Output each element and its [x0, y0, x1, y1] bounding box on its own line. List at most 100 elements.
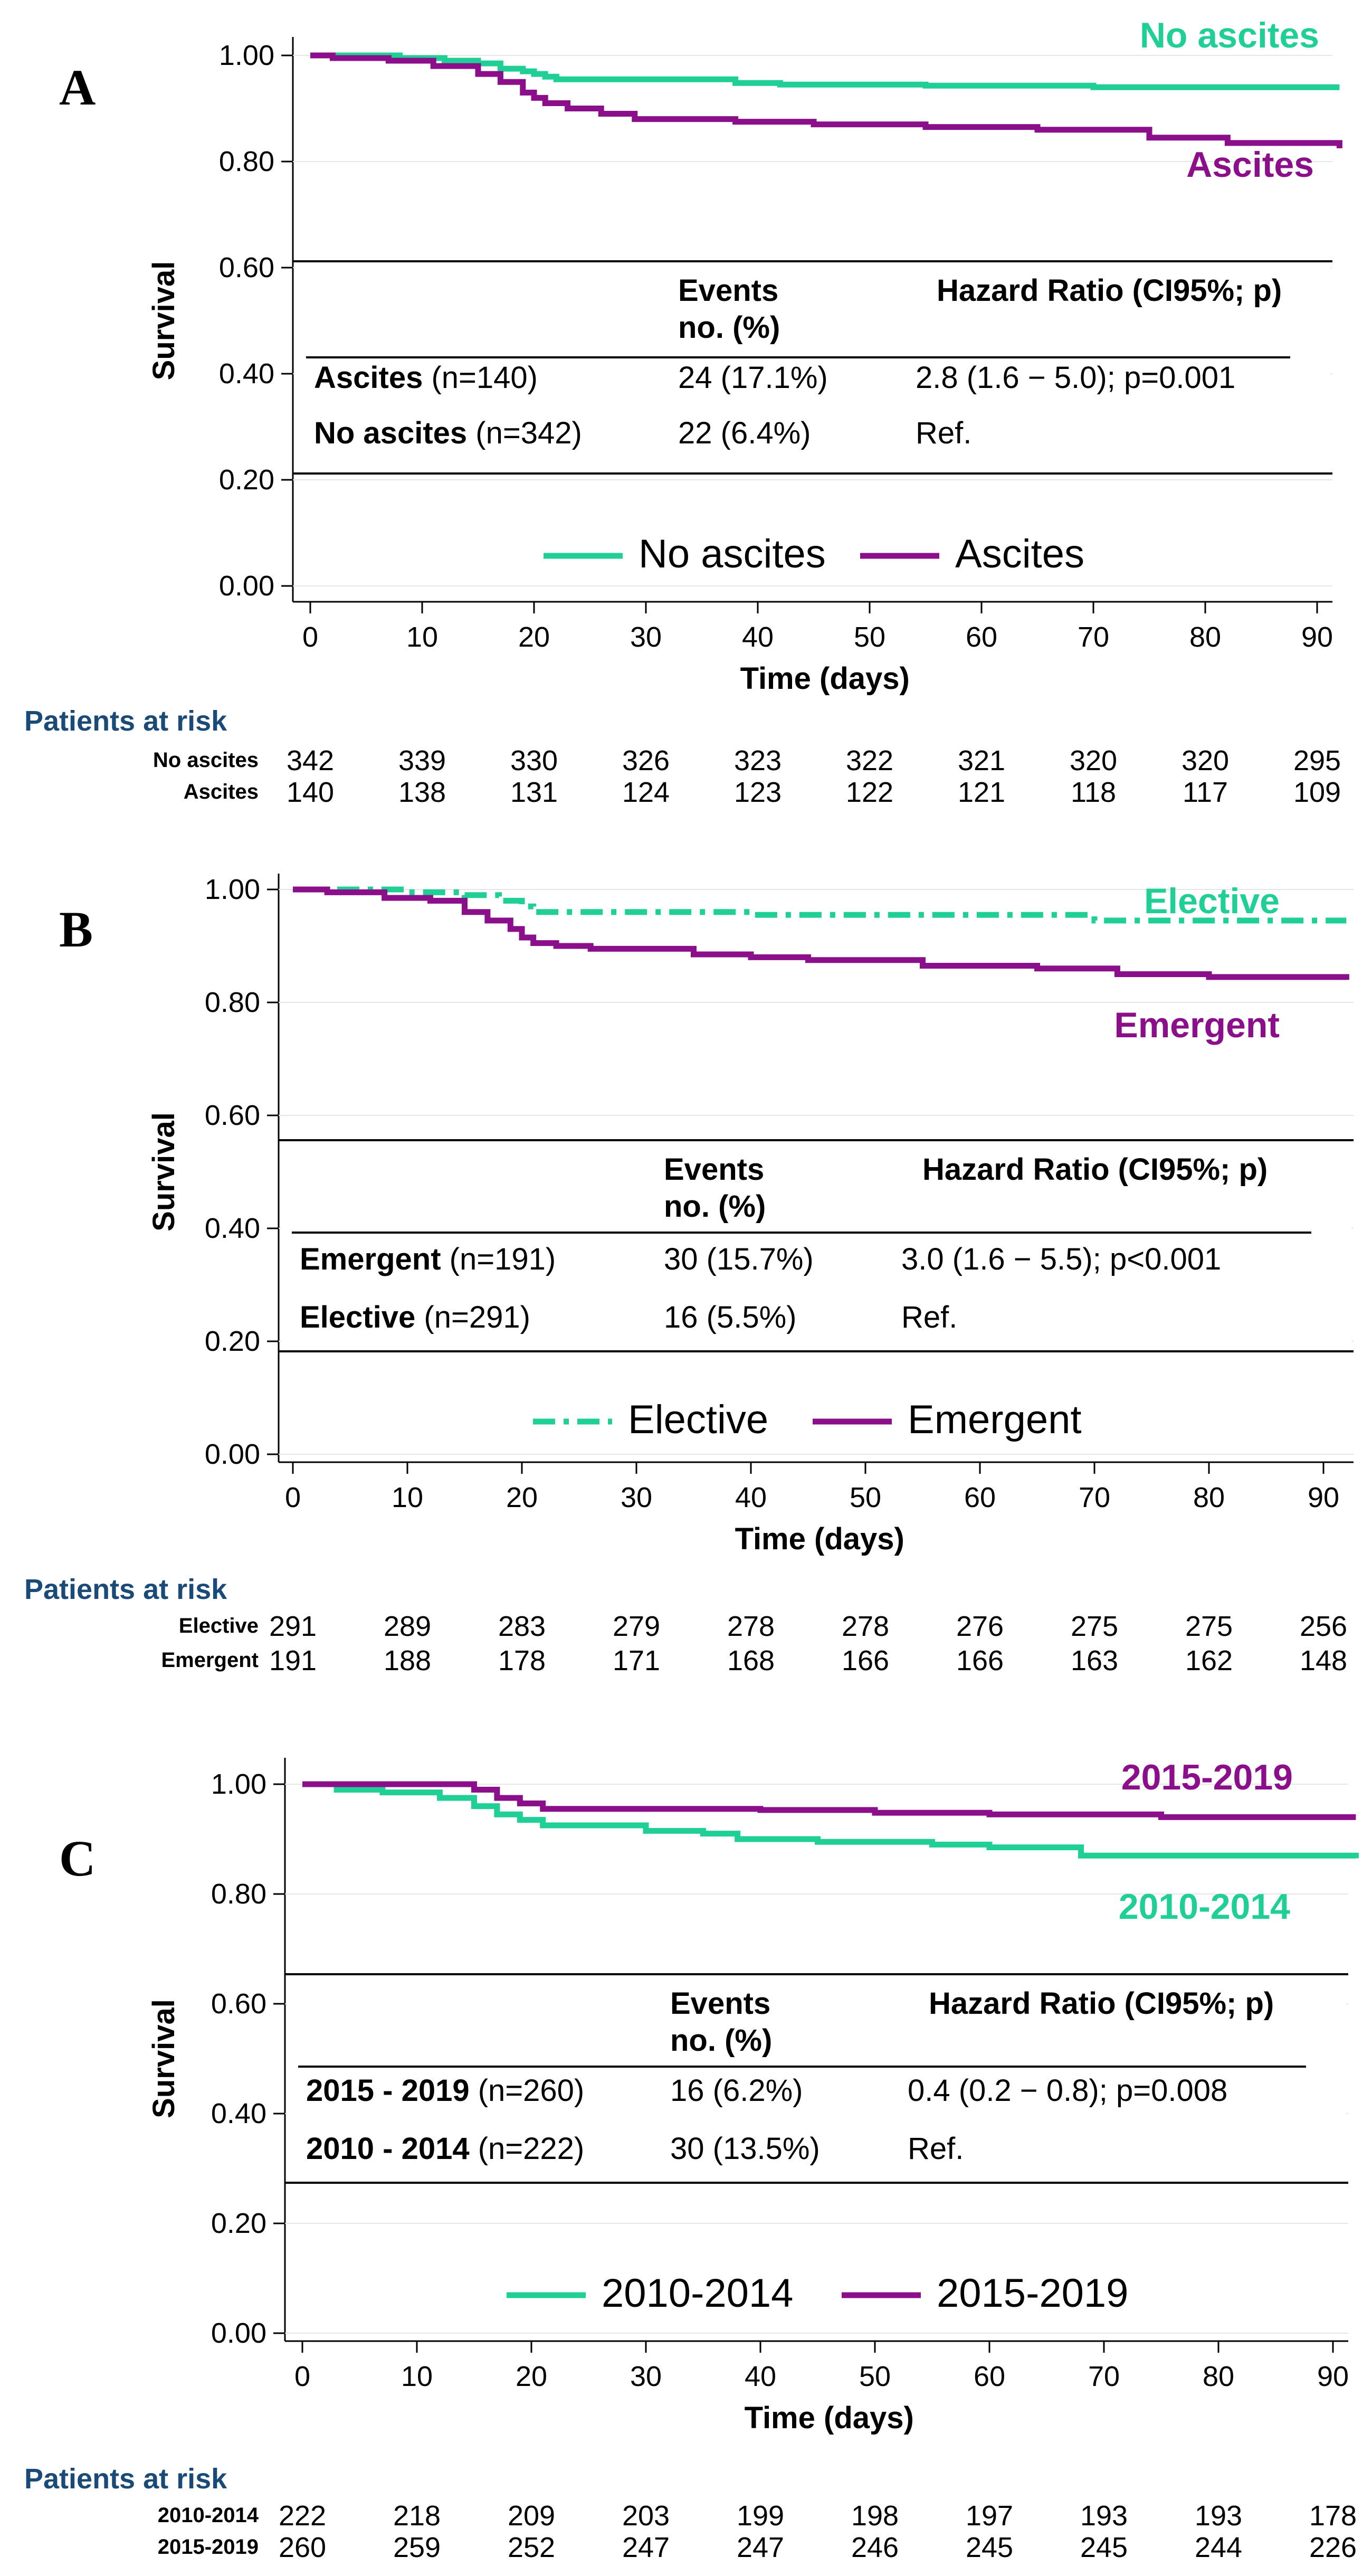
- x-tick-label: 90: [1317, 2361, 1349, 2392]
- table-header-events-unit: no. (%): [678, 310, 780, 345]
- risk-count: 218: [393, 2500, 441, 2532]
- risk-count: 322: [845, 745, 894, 776]
- table-row-group-n: (n=222): [470, 2132, 585, 2166]
- y-tick-label: 0.00: [219, 570, 274, 602]
- x-tick-label: 0: [285, 1482, 301, 1513]
- risk-count: 191: [269, 1645, 317, 1677]
- risk-count: 342: [286, 745, 335, 776]
- legend-label: Emergent: [908, 1397, 1082, 1442]
- risk-count: 279: [612, 1611, 661, 1642]
- risk-count: 278: [841, 1611, 890, 1642]
- risk-count: 168: [727, 1645, 775, 1677]
- x-tick-label: 30: [621, 1482, 652, 1513]
- y-tick-label: 0.20: [205, 1325, 260, 1357]
- table-row-hazard-ratio: Ref.: [901, 1300, 957, 1334]
- table-header-events: Events: [664, 1152, 764, 1187]
- table-row-events: 30 (13.5%): [670, 2132, 820, 2166]
- risk-count: 199: [736, 2500, 785, 2532]
- risk-row-label: 2015-2019: [157, 2535, 259, 2559]
- table-row-hazard-ratio: Ref.: [908, 2132, 964, 2166]
- x-tick-label: 10: [401, 2361, 433, 2392]
- x-tick-label: 70: [1079, 1482, 1110, 1513]
- risk-count: 275: [1070, 1611, 1119, 1642]
- risk-count: 245: [1080, 2532, 1128, 2563]
- table-row-events: 24 (17.1%): [678, 361, 828, 395]
- table-row-group: Elective (n=291): [300, 1300, 530, 1334]
- table-background: [281, 1140, 1351, 1356]
- legend-label: 2010-2014: [602, 2271, 793, 2316]
- x-tick-label: 60: [974, 2361, 1005, 2392]
- series-end-label: Ascites: [1186, 145, 1314, 185]
- risk-count: 260: [278, 2532, 327, 2563]
- risk-count: 323: [733, 745, 782, 776]
- risk-count: 122: [845, 776, 894, 808]
- km-plot: 0.00 0.20 0.40 0.60 0.80 1.00 0 10 20 30 40 50 60 70 8…: [147, 1757, 1359, 2435]
- y-tick-label: 0.00: [211, 2317, 266, 2349]
- risk-count: 109: [1293, 776, 1341, 808]
- x-axis-title: Time (days): [735, 1522, 904, 1556]
- series-end-label: No ascites: [1140, 15, 1319, 55]
- x-tick-label: 30: [630, 2361, 662, 2392]
- y-axis-title: Survival: [147, 1999, 181, 2118]
- x-tick-label: 90: [1301, 621, 1333, 653]
- table-row-group-name: Elective: [300, 1300, 415, 1334]
- x-tick-label: 40: [745, 2361, 776, 2392]
- risk-count: 320: [1069, 745, 1118, 776]
- table-row-group: No ascites (n=342): [314, 416, 582, 450]
- series-line-2015-2019: [302, 1781, 1356, 1820]
- x-tick-label: 60: [966, 621, 997, 653]
- risk-count: 278: [727, 1611, 775, 1642]
- risk-count: 162: [1185, 1645, 1233, 1677]
- series-end-label: Elective: [1144, 881, 1280, 921]
- x-tick-label: 10: [392, 1482, 423, 1513]
- table-row-group-name: Emergent: [300, 1242, 441, 1276]
- risk-count: 275: [1185, 1611, 1233, 1642]
- risk-row-label: No ascites: [153, 749, 259, 772]
- x-tick-label: 20: [518, 621, 550, 653]
- x-tick-label: 50: [854, 621, 885, 653]
- table-row-group-name: No ascites: [314, 416, 467, 450]
- table-row-group-name: Ascites: [314, 361, 423, 395]
- table-row-hazard-ratio: Ref.: [916, 416, 971, 450]
- risk-count: 245: [965, 2532, 1014, 2563]
- y-tick-label: 1.00: [205, 874, 260, 905]
- risk-count: 276: [956, 1611, 1004, 1642]
- x-tick-label: 70: [1088, 2361, 1120, 2392]
- risk-count: 148: [1299, 1645, 1348, 1677]
- risk-count: 244: [1194, 2532, 1243, 2563]
- panel-b: B 0.00 0.20 0.40 0.60 0.80 1.00 0 10 20 30 40 50 60 7…: [0, 845, 1372, 1710]
- risk-count: 123: [733, 776, 782, 808]
- table-row-group: Ascites (n=140): [314, 361, 538, 395]
- x-axis-title: Time (days): [740, 661, 910, 696]
- y-axis-title: Survival: [147, 1112, 181, 1232]
- x-tick-label: 10: [406, 621, 438, 653]
- table-header-hazard-ratio: Hazard Ratio (CI95%; p): [922, 1152, 1268, 1187]
- x-tick-label: 20: [506, 1482, 538, 1513]
- table-header-events-unit: no. (%): [670, 2023, 772, 2058]
- series-line-2010-2014: [302, 1781, 1359, 1859]
- risk-count: 259: [393, 2532, 441, 2563]
- table-row-events: 30 (15.7%): [664, 1242, 814, 1276]
- table-row-group-n: (n=342): [467, 416, 582, 450]
- risk-count: 124: [622, 776, 670, 808]
- table-row-events: 16 (5.5%): [664, 1300, 796, 1334]
- risk-count: 226: [1309, 2532, 1357, 2563]
- x-tick-label: 80: [1203, 2361, 1234, 2392]
- y-tick-label: 0.00: [205, 1438, 260, 1470]
- risk-row-label: 2010-2014: [157, 2504, 259, 2527]
- risk-count: 178: [498, 1645, 546, 1677]
- km-plot: 0.00 0.20 0.40 0.60 0.80 1.00 0 10 20 30 40 50 60 70 8…: [147, 15, 1342, 696]
- x-tick-label: 70: [1078, 621, 1109, 653]
- risk-count: 131: [510, 776, 558, 808]
- legend-label: 2015-2019: [937, 2271, 1128, 2316]
- risk-count: 166: [841, 1645, 890, 1677]
- legend-label: Ascites: [955, 532, 1084, 576]
- risk-count: 209: [507, 2500, 556, 2532]
- y-axis-title: Survival: [147, 261, 181, 381]
- x-tick-label: 0: [294, 2361, 310, 2392]
- risk-count: 117: [1182, 776, 1228, 808]
- y-tick-label: 0.60: [219, 252, 274, 283]
- x-tick-label: 30: [630, 621, 662, 653]
- risk-table-title: Patients at risk: [24, 1574, 227, 1605]
- panel-letter: C: [59, 1830, 96, 1887]
